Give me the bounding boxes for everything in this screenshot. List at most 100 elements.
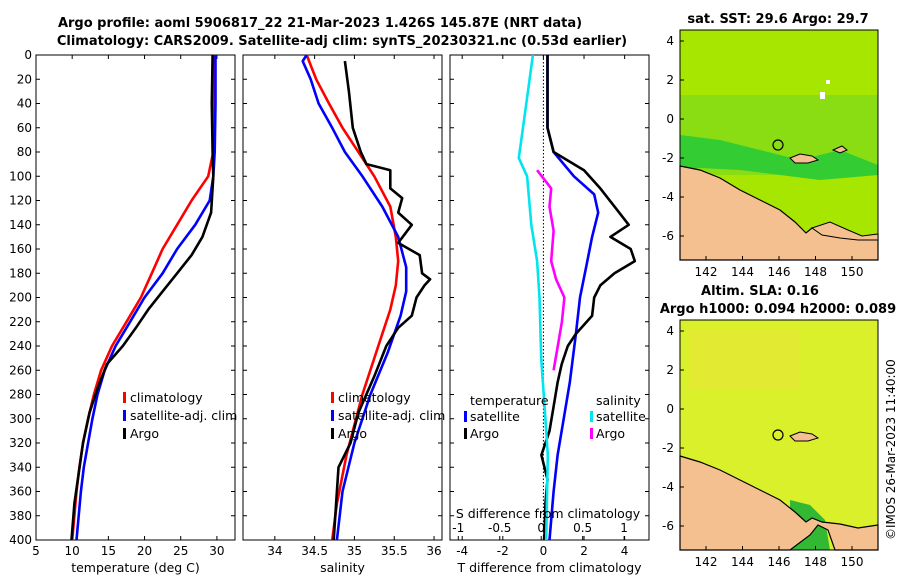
x-tick-label: 34.5 <box>301 544 328 558</box>
legend-swatch-climatology <box>123 392 126 403</box>
x-tick-label: 4 <box>621 544 629 558</box>
map-y-tick-label: -6 <box>662 229 674 243</box>
y-tick-label: 120 <box>9 194 32 208</box>
legend-label: satellite <box>596 409 646 424</box>
y-tick-label: 400 <box>9 533 32 547</box>
argo-location-marker <box>772 429 784 441</box>
x-tick-label: 15 <box>101 544 116 558</box>
x-tick-label: 30 <box>209 544 224 558</box>
map-y-tick-label: 2 <box>666 73 674 87</box>
x-tick-label: -2 <box>497 544 509 558</box>
map-y-tick-label: 4 <box>666 34 674 48</box>
imos-copyright-label: ©IMOS 26-Mar-2023 11:40:00 <box>884 359 898 540</box>
x-axis-label: temperature (deg C) <box>71 560 200 575</box>
map-y-tick-label: 0 <box>666 402 674 416</box>
y-tick-label: 240 <box>9 339 32 353</box>
y-tick-label: 100 <box>9 169 32 183</box>
y-tick-label: 160 <box>9 242 32 256</box>
x-tick-label: 35 <box>347 544 362 558</box>
map-x-tick-label: 146 <box>768 555 791 569</box>
y-tick-label: 300 <box>9 412 32 426</box>
sst-map <box>679 29 879 261</box>
salinity-legend: climatology satellite-adj. clim Argo <box>331 390 445 441</box>
legend-swatch-argo <box>331 428 334 439</box>
series-line-salinity-argo <box>536 169 566 371</box>
map-y-tick-label: 0 <box>666 112 674 126</box>
map-x-tick-label: 144 <box>731 555 754 569</box>
y-tick-label: 200 <box>9 291 32 305</box>
map-y-tick-label: 2 <box>666 363 674 377</box>
x-tick-label: -4 <box>456 544 468 558</box>
sst-map-axes: 142 144 146 148 150 4 2 0 -2 -4 -6 <box>662 34 863 279</box>
legend-swatch-s-satellite <box>590 411 593 422</box>
legend-title-temperature: temperature <box>470 393 549 408</box>
difference-legend: temperature satellite Argo salinity sate… <box>464 393 646 441</box>
s-x-tick-label: 0.5 <box>573 521 592 535</box>
series-line-salinity-satellite <box>517 54 550 541</box>
x-tick-label: 36 <box>426 544 441 558</box>
map-x-tick-label: 150 <box>841 265 864 279</box>
legend-swatch-argo <box>123 428 126 439</box>
x-axis-label: salinity <box>320 560 365 575</box>
x-tick-label: 35.5 <box>381 544 408 558</box>
legend-label: Argo <box>338 426 367 441</box>
y-tick-label: 320 <box>9 436 32 450</box>
y-tick-label: 40 <box>17 97 32 111</box>
y-tick-label: 0 <box>24 48 32 62</box>
y-tick-label: 60 <box>17 121 32 135</box>
map-x-tick-label: 148 <box>804 555 827 569</box>
sst-green-band <box>680 135 878 180</box>
sla-island <box>789 431 820 442</box>
y-tick-label: 360 <box>9 485 32 499</box>
legend-swatch-satellite <box>123 410 126 421</box>
y-tick-label: 20 <box>17 72 32 86</box>
y-tick-label: 380 <box>9 509 32 523</box>
salinity-panel: 34 34.5 35 35.5 36 salinity <box>242 54 443 575</box>
series-line-temperature-satellite <box>546 55 600 541</box>
legend-label: climatology <box>130 390 203 405</box>
x-tick-label: 10 <box>65 544 80 558</box>
legend-label: satellite-adj. clim <box>338 408 445 423</box>
x-tick-label: 0 <box>540 544 548 558</box>
map-x-tick-label: 146 <box>768 265 791 279</box>
y-tick-label: 260 <box>9 363 32 377</box>
x-tick-label: 34 <box>267 544 282 558</box>
title-line-1: Argo profile: aoml 5906817_22 21-Mar-202… <box>58 16 582 31</box>
sst-missing-pixel <box>820 92 825 99</box>
argo-location-marker <box>772 139 784 151</box>
title-line-2: Climatology: CARS2009. Satellite-adj cli… <box>57 34 627 49</box>
x-tick-label: 5 <box>32 544 40 558</box>
y-tick-label: 140 <box>9 218 32 232</box>
map-y-tick-label: -4 <box>662 190 674 204</box>
legend-label: satellite <box>470 409 520 424</box>
difference-panel: -4 -2 0 2 4 T difference from climatology -1 -0… <box>449 54 650 575</box>
s-x-tick-label: 1 <box>620 521 628 535</box>
x-tick-label: 20 <box>137 544 152 558</box>
series-line-argo <box>70 54 215 541</box>
y-tick-label: 220 <box>9 315 32 329</box>
sla-map-title: Altim. SLA: 0.16 <box>701 284 819 299</box>
legend-swatch-t-satellite <box>464 411 467 422</box>
y-tick-label: 80 <box>17 145 32 159</box>
map-y-tick-label: -6 <box>662 519 674 533</box>
sla-land <box>679 455 879 551</box>
y-tick-label: 280 <box>9 388 32 402</box>
sla-map-subtitle: Argo h1000: 0.094 h2000: 0.089 <box>660 302 896 317</box>
y-tick-label: 340 <box>9 460 32 474</box>
map-x-tick-label: 144 <box>731 265 754 279</box>
sst-map-title: sat. SST: 29.6 Argo: 29.7 <box>687 12 868 27</box>
map-y-tick-label: 4 <box>666 324 674 338</box>
temperature-panel: 5 10 15 20 25 30 temperature (deg C) 0 20 40 60 80 1… <box>9 48 236 575</box>
s-x-tick-label: -1 <box>452 521 464 535</box>
map-y-tick-label: -2 <box>662 441 674 455</box>
s-difference-label: S difference from climatology <box>456 506 641 521</box>
y-tick-label: 180 <box>9 266 32 280</box>
legend-swatch-t-argo <box>464 428 467 439</box>
legend-title-salinity: salinity <box>596 393 641 408</box>
series-line-satellite-adj-clim <box>301 54 408 541</box>
map-y-tick-label: -4 <box>662 480 674 494</box>
sst-island <box>831 145 848 154</box>
legend-swatch-s-argo <box>590 428 593 439</box>
legend-label: satellite-adj. clim <box>130 408 237 423</box>
